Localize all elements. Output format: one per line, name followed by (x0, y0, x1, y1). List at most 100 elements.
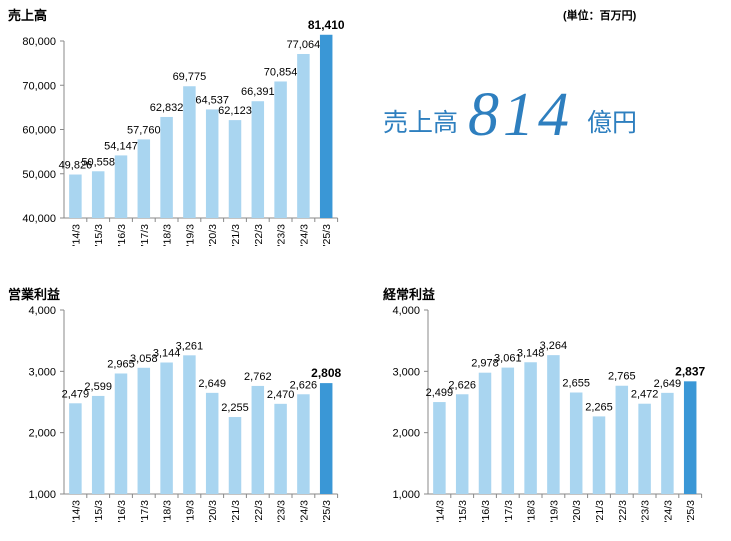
sales-bar (297, 53, 310, 219)
operating-profit-bar (114, 373, 128, 494)
operating-profit-value-label: 2,599 (84, 381, 112, 393)
ordinary-profit-y-tick-label: 4,000 (392, 305, 420, 317)
operating-profit-value-label: 2,965 (107, 358, 135, 370)
ordinary-profit-y-tick-label: 1,000 (392, 489, 420, 501)
sales-headline: 売上高 814 億円 (383, 80, 637, 151)
sales-category-label: '15/3 (93, 224, 105, 247)
operating-profit-category-label: '22/3 (253, 500, 265, 523)
sales-value-label: 77,064 (287, 39, 321, 51)
operating-profit-value-label: 3,261 (176, 340, 204, 352)
sales-y-tick-label: 70,000 (22, 80, 56, 92)
sales-value-label: 54,147 (104, 140, 138, 152)
operating-profit-bar (205, 392, 219, 494)
sales-bar (205, 109, 219, 218)
ordinary-profit-category-label: '21/3 (594, 500, 606, 523)
ordinary-profit-category-label: '20/3 (571, 500, 583, 523)
ordinary-profit-value-label: 2,978 (471, 358, 499, 370)
operating-profit-y-tick-label: 1,000 (28, 489, 56, 501)
operating-profit-bar (274, 403, 287, 494)
ordinary-profit-y-tick-label: 3,000 (392, 366, 420, 378)
sales-value-label: 49,826 (59, 160, 93, 172)
ordinary-profit-category-label: '15/3 (457, 500, 469, 523)
operating-profit-category-label: '19/3 (184, 500, 196, 523)
ordinary-profit-value-label: 2,499 (426, 387, 454, 399)
sales-value-label: 50,558 (81, 156, 115, 168)
operating-profit-value-label: 2,808 (311, 366, 341, 380)
sales-bar (274, 81, 287, 219)
sales-y-tick-label: 40,000 (22, 213, 56, 225)
ordinary-profit-bar (592, 416, 606, 494)
ordinary-profit-value-label: 2,649 (654, 378, 682, 390)
operating-profit-chart-title: 営業利益 (8, 287, 60, 302)
ordinary-profit-value-label: 2,655 (562, 377, 590, 389)
ordinary-profit-category-label: '23/3 (640, 500, 652, 523)
ordinary-profit-value-label: 2,265 (585, 401, 613, 413)
ordinary-profit-category-label: '17/3 (503, 500, 515, 523)
sales-category-label: '22/3 (253, 224, 265, 247)
operating-profit-bar (297, 394, 310, 494)
sales-bar (114, 155, 128, 218)
operating-profit-category-label: '25/3 (321, 500, 333, 523)
sales-bar (251, 101, 265, 218)
sales-bar (319, 34, 333, 219)
operating-profit-y-tick-label: 2,000 (28, 428, 56, 440)
operating-profit-y-tick-label: 3,000 (28, 366, 56, 378)
sales-chart-title: 売上高 (8, 8, 47, 23)
sales-category-label: '20/3 (207, 224, 219, 247)
ordinary-profit-bar (615, 385, 629, 494)
sales-value-label: 66,391 (241, 86, 275, 98)
sales-category-label: '23/3 (276, 224, 288, 247)
operating-profit-category-label: '18/3 (162, 500, 174, 523)
operating-profit-bar (251, 385, 265, 494)
operating-profit-bar (183, 355, 196, 494)
ordinary-profit-value-label: 3,061 (494, 353, 522, 365)
operating-profit-category-label: '21/3 (230, 500, 242, 523)
sales-category-label: '17/3 (139, 224, 151, 247)
operating-profit-value-label: 2,255 (221, 402, 249, 414)
ordinary-profit-category-label: '19/3 (548, 500, 560, 523)
sales-bar (91, 171, 105, 218)
ordinary-profit-value-label: 2,837 (675, 364, 705, 378)
unit-note: (単位：百万円) (563, 10, 637, 22)
sales-y-tick-label: 80,000 (22, 36, 56, 48)
headline-label: 売上高 (383, 109, 459, 137)
operating-profit-value-label: 3,144 (153, 348, 181, 360)
sales-value-label: 64,537 (195, 94, 229, 106)
ordinary-profit-bar (683, 381, 697, 494)
operating-profit-category-label: '23/3 (276, 500, 288, 523)
headline-unit: 億円 (587, 109, 638, 137)
operating-profit-category-label: '16/3 (116, 500, 128, 523)
ordinary-profit-bar (569, 392, 583, 494)
operating-profit-category-label: '17/3 (139, 500, 151, 523)
ordinary-profit-value-label: 2,765 (608, 371, 636, 383)
sales-bar (228, 120, 242, 218)
ordinary-profit-category-label: '24/3 (662, 500, 674, 523)
operating-profit-value-label: 2,470 (267, 389, 295, 401)
operating-profit-bar (137, 367, 151, 494)
ordinary-profit-y-tick-label: 2,000 (392, 428, 420, 440)
sales-value-label: 62,832 (150, 102, 184, 114)
sales-category-label: '18/3 (162, 224, 174, 247)
operating-profit-value-label: 2,626 (290, 379, 318, 391)
ordinary-profit-category-label: '22/3 (617, 500, 629, 523)
ordinary-profit-value-label: 3,148 (517, 347, 545, 359)
sales-bar (137, 139, 151, 218)
sales-y-tick-label: 60,000 (22, 125, 56, 137)
sales-y-tick-label: 50,000 (22, 169, 56, 181)
ordinary-profit-bar (547, 355, 560, 494)
ordinary-profit-category-label: '18/3 (526, 500, 538, 523)
sales-value-label: 69,775 (173, 71, 207, 83)
ordinary-profit-value-label: 2,626 (448, 379, 476, 391)
ordinary-profit-value-label: 2,472 (631, 389, 659, 401)
ordinary-profit-bar (661, 392, 674, 494)
operating-profit-y-tick-label: 4,000 (28, 305, 56, 317)
sales-category-label: '19/3 (184, 224, 196, 247)
operating-profit-value-label: 2,762 (244, 371, 272, 383)
operating-profit-category-label: '14/3 (70, 500, 82, 523)
operating-profit-value-label: 3,058 (130, 353, 158, 365)
ordinary-profit-chart-title: 経常利益 (383, 287, 435, 302)
sales-category-label: '14/3 (70, 224, 82, 247)
operating-profit-bar (160, 362, 173, 494)
sales-category-label: '25/3 (321, 224, 333, 247)
